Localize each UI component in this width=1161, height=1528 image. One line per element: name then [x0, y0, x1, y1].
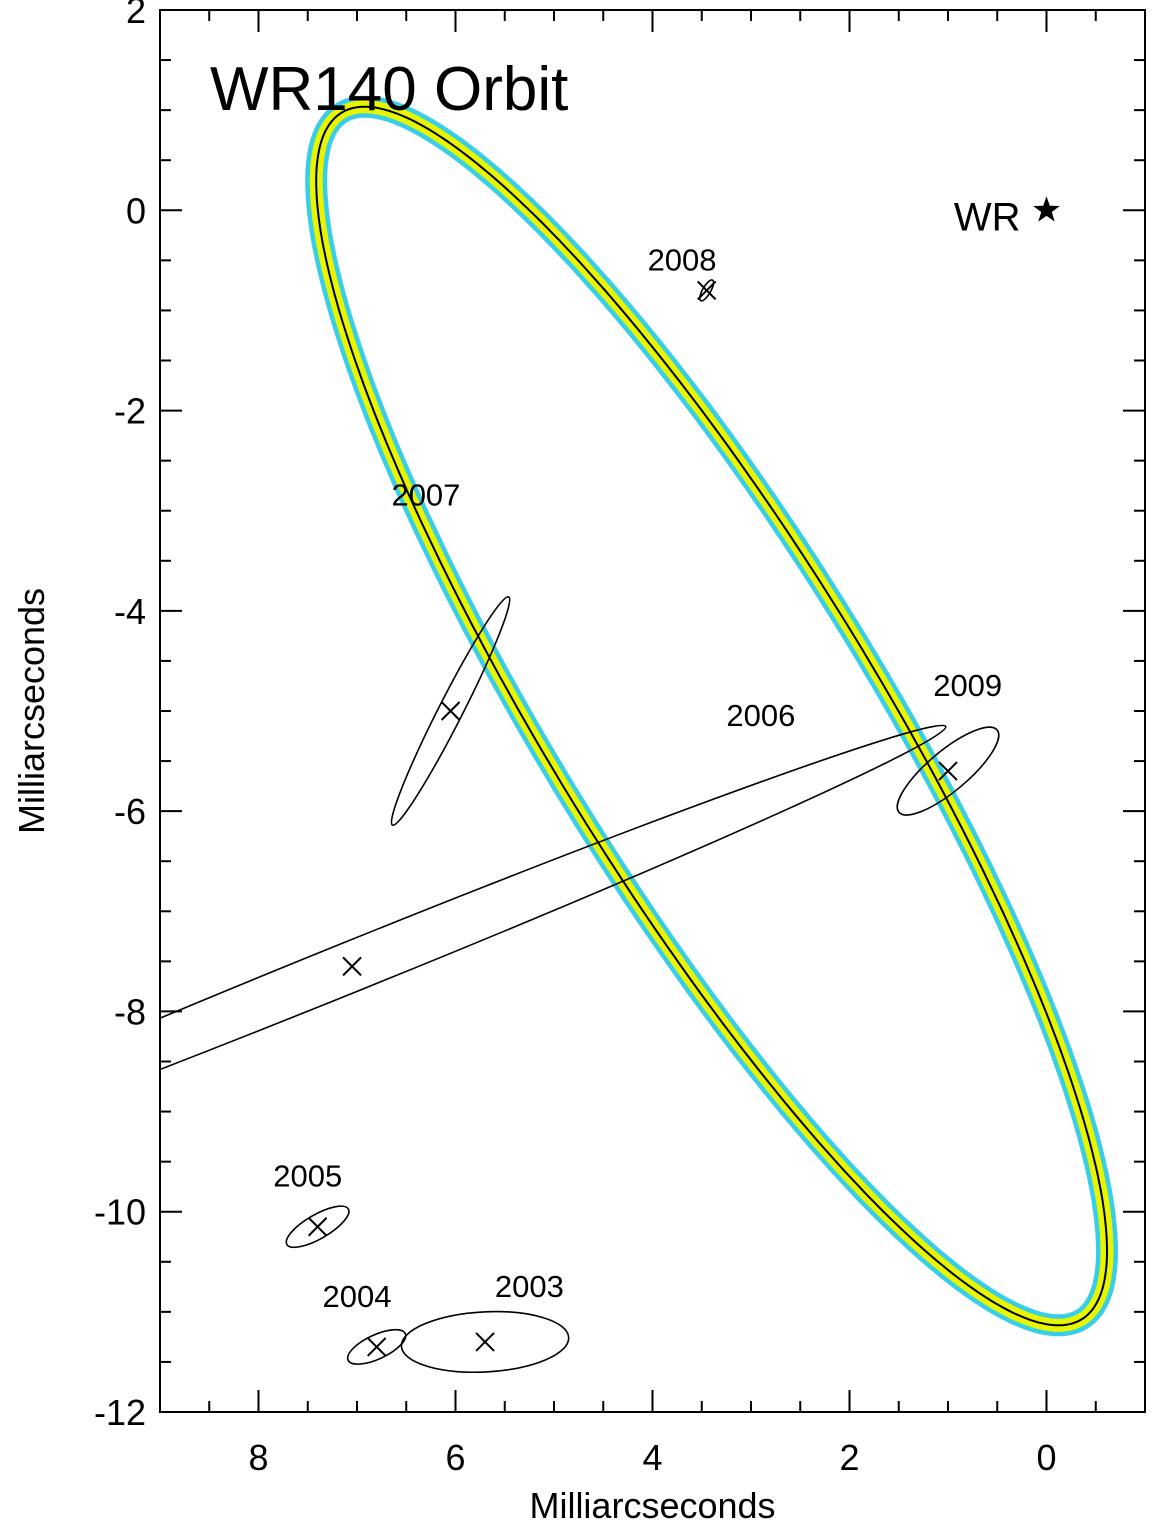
x-marker	[440, 701, 461, 721]
observation-2009: 2009	[896, 668, 1002, 816]
y-tick-label: -4	[114, 591, 146, 632]
y-tick-label: 2	[126, 0, 146, 31]
y-tick-label: 0	[126, 190, 146, 231]
y-tick-label: -12	[94, 1392, 146, 1433]
observation-label: 2004	[323, 1279, 392, 1314]
error-ellipse	[400, 1310, 570, 1374]
x-marker	[342, 956, 362, 977]
star-label: WR	[954, 195, 1021, 239]
x-marker	[475, 1332, 495, 1352]
y-axis-label: Milliarcseconds	[11, 588, 52, 834]
chart-title: WR140 Orbit	[210, 55, 568, 124]
x-tick-label: 6	[445, 1437, 465, 1478]
x-tick-label: 4	[642, 1437, 662, 1478]
error-ellipse	[346, 1328, 407, 1365]
orbit-line	[315, 105, 1108, 1327]
error-ellipse	[160, 724, 947, 1209]
x-tick-label: 2	[839, 1437, 859, 1478]
y-tick-label: -10	[94, 1192, 146, 1233]
observation-label: 2007	[391, 478, 460, 513]
axes: 8 6 4 2 0 2 0 -2 -4 -6 -8 -10 -12	[94, 0, 1146, 1478]
observation-2007: 2007	[390, 478, 511, 827]
error-ellipse	[390, 595, 511, 827]
x-axis-label: Milliarcseconds	[529, 1485, 775, 1526]
plot-area: 2003 2004 2005 2006 2007 2008 2009	[160, 95, 1118, 1374]
observation-2006: 2006	[160, 698, 947, 1209]
y-tick-label: -2	[114, 391, 146, 432]
observation-2003: 2003	[400, 1269, 570, 1374]
observation-2005: 2005	[273, 1159, 350, 1249]
error-ellipse	[896, 726, 1000, 816]
y-tick-label: -8	[114, 991, 146, 1032]
star-icon	[1033, 196, 1060, 222]
observation-label: 2005	[273, 1159, 342, 1194]
observation-2008: 2008	[648, 242, 717, 302]
x-marker	[307, 1217, 328, 1237]
observation-label: 2006	[726, 698, 795, 733]
observation-label: 2009	[933, 668, 1002, 703]
x-marker	[696, 280, 717, 301]
y-tick-label: -6	[114, 791, 146, 832]
observation-label: 2003	[495, 1269, 564, 1304]
observation-label: 2008	[648, 242, 717, 277]
x-marker	[938, 761, 958, 781]
x-tick-label: 0	[1036, 1437, 1056, 1478]
error-ellipse	[699, 279, 715, 302]
x-tick-label: 8	[248, 1437, 268, 1478]
x-marker	[366, 1337, 387, 1357]
wr-star-marker: WR	[954, 195, 1060, 239]
observation-2004: 2004	[323, 1279, 407, 1365]
error-ellipse	[285, 1205, 350, 1249]
